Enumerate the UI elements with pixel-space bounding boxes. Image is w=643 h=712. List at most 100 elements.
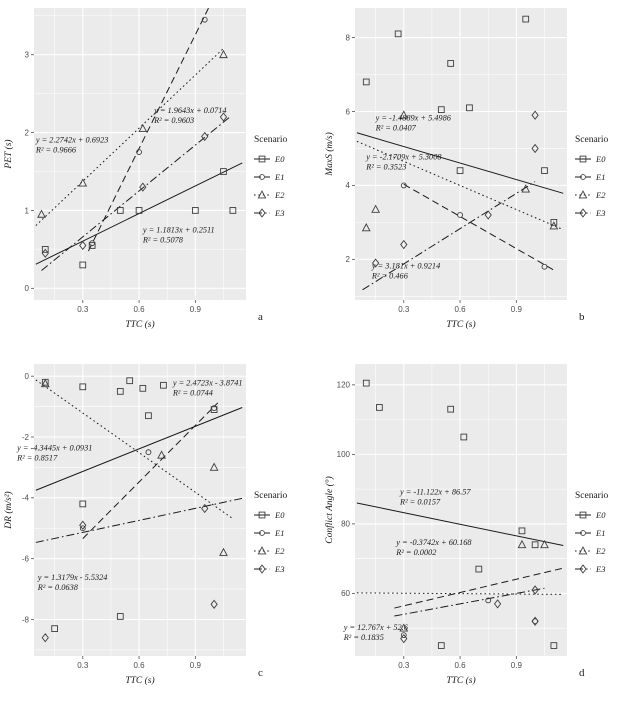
panel-d: y = -11.122x + 86.57 R² = 0.0157 y = -0.37… [321,356,642,712]
legend-label-E0: E0 [274,154,285,164]
fit-line-E3 [362,181,536,291]
x-tick-label: 0.9 [190,661,202,670]
fit-line-E1 [87,7,209,252]
y-axis-title: Conflict Angle (°) [324,476,335,543]
svg-text:R² = 0.0744: R² = 0.0744 [172,388,213,397]
x-axis-title: TTC (s) [446,675,475,686]
legend-title: Scenario [575,491,608,501]
legend-label-E2: E2 [595,546,606,556]
y-tick-label: 4 [346,181,351,190]
y-tick-label: 0 [25,372,30,381]
svg-text:y = 2.4723x - 3.8741: y = 2.4723x - 3.8741 [172,378,243,387]
panel-b: y = -1.4889x + 5.4986 R² = 0.0407 y = -2.1… [321,0,642,356]
svg-text:R² = 0.3523: R² = 0.3523 [365,163,406,172]
svg-text:y = 12.767x + 52.6: y = 12.767x + 52.6 [343,623,409,632]
regression-lines [356,132,564,291]
x-tick-label: 0.9 [511,661,523,670]
x-tick-label: 0.3 [398,305,410,314]
svg-text:y = 1.1813x + 0.2511: y = 1.1813x + 0.2511 [142,225,215,234]
legend: Scenario E0 E1 E2 E3 [254,491,287,574]
axes: 0.3 0.6 0.9 2 4 6 8 TTC (s) MaxS (m/s) [324,33,522,330]
y-tick-label: 100 [337,450,351,459]
x-tick-label: 0.9 [190,305,202,314]
legend-label-E0: E0 [595,510,606,520]
fit-line-E2 [356,592,564,595]
legend-label-E3: E3 [595,208,605,218]
y-tick-label: 6 [346,107,351,116]
x-tick-label: 0.9 [511,305,523,314]
x-tick-label: 0.3 [77,305,89,314]
legend-label-E1: E1 [595,528,605,538]
gridlines [34,364,246,656]
svg-text:y = 2.2742x + 0.6923: y = 2.2742x + 0.6923 [35,136,109,145]
y-tick-label: 0 [25,284,30,293]
legend-label-E0: E0 [595,154,606,164]
legend-label-E2: E2 [595,190,606,200]
plot-background [355,364,567,656]
legend-label-E2: E2 [274,190,285,200]
fit-line-E0 [356,132,564,194]
fit-line-E1 [82,402,219,539]
scatter-points [362,379,558,649]
svg-text:R² = 0.1835: R² = 0.1835 [343,633,384,642]
legend: Scenario E0 E1 E2 E3 [254,135,287,218]
fit-line-E2 [35,48,224,226]
svg-text:y = 3.181x + 0.9214: y = 3.181x + 0.9214 [371,262,440,271]
x-tick-label: 0.6 [133,661,145,670]
scatter-points [40,377,228,643]
svg-text:y = 1.9643x + 0.0714: y = 1.9643x + 0.0714 [153,106,227,115]
svg-text:y = -11.122x + 86.57: y = -11.122x + 86.57 [399,487,471,496]
plot-background [355,8,567,300]
y-axis-title: MaxS (m/s) [324,132,335,177]
x-tick-label: 0.6 [454,661,466,670]
svg-text:y = -0.3742x + 60.168: y = -0.3742x + 60.168 [395,538,472,547]
x-tick-label: 0.3 [77,661,89,670]
fit-line-E3 [35,497,243,543]
legend-title: Scenario [254,491,287,501]
axes: 0.3 0.6 0.9 60 80 100 120 TTC (s) Conflict Angle… [324,381,522,686]
plot-background [34,364,246,656]
fit-line-E0 [356,502,564,547]
scatter-points [37,16,237,269]
legend-label-E2: E2 [274,546,285,556]
legend-label-E1: E1 [274,172,284,182]
fit-line-E2 [35,379,234,520]
svg-text:y = 1.3179x - 5.5324: y = 1.3179x - 5.5324 [37,573,108,582]
fit-line-E3 [394,587,545,617]
legend: Scenario E0 E1 E2 E3 [575,135,608,218]
x-tick-label: 0.6 [133,305,145,314]
svg-text:R² = 0.0638: R² = 0.0638 [37,583,79,592]
y-axis-title: PET (s) [3,139,14,169]
x-axis-title: TTC (s) [446,319,475,330]
svg-text:R² = 0.5078: R² = 0.5078 [142,235,184,244]
y-tick-label: 1 [25,206,30,215]
legend-label-E3: E3 [595,564,605,574]
legend-label-E3: E3 [274,208,284,218]
legend-label-E1: E1 [274,528,284,538]
gridlines [355,8,567,300]
svg-text:R² = 0.9666: R² = 0.9666 [35,146,77,155]
svg-text:R² = 0.0002: R² = 0.0002 [395,548,436,557]
panel-letter: c [258,667,263,679]
svg-text:R² = 0.8517: R² = 0.8517 [16,454,58,463]
x-tick-label: 0.6 [454,305,466,314]
svg-text:R² = 0.0157: R² = 0.0157 [399,497,441,506]
panel-a: y = 2.2742x + 0.6923 R² = 0.9666 y = 1.964… [0,0,321,356]
y-tick-label: 120 [337,381,351,390]
fit-line-E3 [41,117,230,271]
svg-text:y = -2.1709x + 5.3008: y = -2.1709x + 5.3008 [365,153,442,162]
y-tick-label: 80 [341,520,350,529]
svg-text:y = -1.4889x + 5.4986: y = -1.4889x + 5.4986 [375,114,452,123]
y-tick-label: -2 [22,433,30,442]
x-tick-label: 0.3 [398,661,410,670]
panel-c: y = 2.4723x - 3.8741 R² = 0.0744 y = -4.34… [0,356,321,712]
